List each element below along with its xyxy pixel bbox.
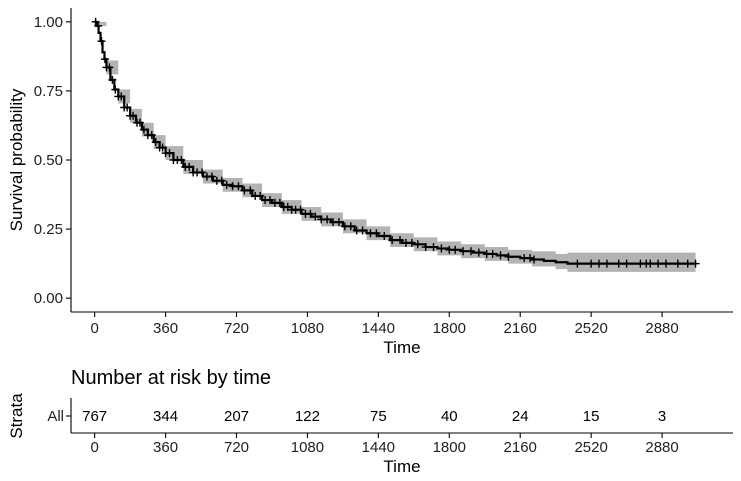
x-tick-label: 360 <box>153 320 178 337</box>
y-axis-ticks: 0.00 0.25 0.50 0.75 1.00 <box>34 14 71 307</box>
risk-count: 24 <box>512 408 529 425</box>
risk-count: 767 <box>82 408 107 425</box>
risk-x-axis-ticks: 0 360 720 1080 1440 1800 2160 2520 2880 <box>90 433 679 456</box>
risk-x-tick-label: 360 <box>153 439 178 456</box>
x-tick-label: 1800 <box>433 320 466 337</box>
y-tick-label: 1.00 <box>34 14 63 31</box>
risk-counts: 767 344 207 122 75 40 24 15 3 <box>82 408 666 425</box>
y-tick-label: 0.00 <box>34 290 63 307</box>
risk-x-tick-label: 1440 <box>362 439 395 456</box>
survival-curve <box>94 20 696 265</box>
km-plot: 0.00 0.25 0.50 0.75 1.00 0 360 720 1080 1440 1800… <box>7 8 733 357</box>
risk-table: Number at risk by time Strata All 767 344… <box>7 367 733 476</box>
y-tick-label: 0.50 <box>34 152 63 169</box>
confidence-band <box>94 21 696 272</box>
x-tick-label: 1080 <box>291 320 324 337</box>
x-tick-label: 720 <box>224 320 249 337</box>
risk-x-tick-label: 0 <box>90 439 98 456</box>
x-tick-label: 2160 <box>504 320 537 337</box>
censor-marks <box>91 17 700 268</box>
y-tick-label: 0.25 <box>34 221 63 238</box>
risk-x-tick-label: 1800 <box>433 439 466 456</box>
x-tick-label: 2880 <box>645 320 678 337</box>
risk-x-axis-title: Time <box>383 457 420 476</box>
risk-count: 207 <box>224 408 249 425</box>
risk-count: 15 <box>583 408 600 425</box>
risk-x-tick-label: 2520 <box>574 439 607 456</box>
risk-table-y-title: Strata <box>7 393 26 439</box>
strata-label-all: All <box>47 408 64 425</box>
y-axis-title: Survival probability <box>7 88 26 231</box>
risk-table-title: Number at risk by time <box>71 367 271 389</box>
x-axis-title: Time <box>383 338 420 357</box>
x-tick-label: 2520 <box>574 320 607 337</box>
risk-count: 344 <box>153 408 178 425</box>
risk-count: 40 <box>441 408 458 425</box>
x-tick-label: 1440 <box>362 320 395 337</box>
risk-x-tick-label: 1080 <box>291 439 324 456</box>
x-tick-label: 0 <box>90 320 98 337</box>
risk-x-tick-label: 2880 <box>645 439 678 456</box>
risk-x-tick-label: 2160 <box>504 439 537 456</box>
risk-count: 122 <box>295 408 320 425</box>
x-axis-ticks: 0 360 720 1080 1440 1800 2160 2520 2880 <box>90 312 679 337</box>
risk-x-tick-label: 720 <box>224 439 249 456</box>
risk-count: 75 <box>370 408 387 425</box>
y-tick-label: 0.75 <box>34 83 63 100</box>
risk-count: 3 <box>658 408 666 425</box>
